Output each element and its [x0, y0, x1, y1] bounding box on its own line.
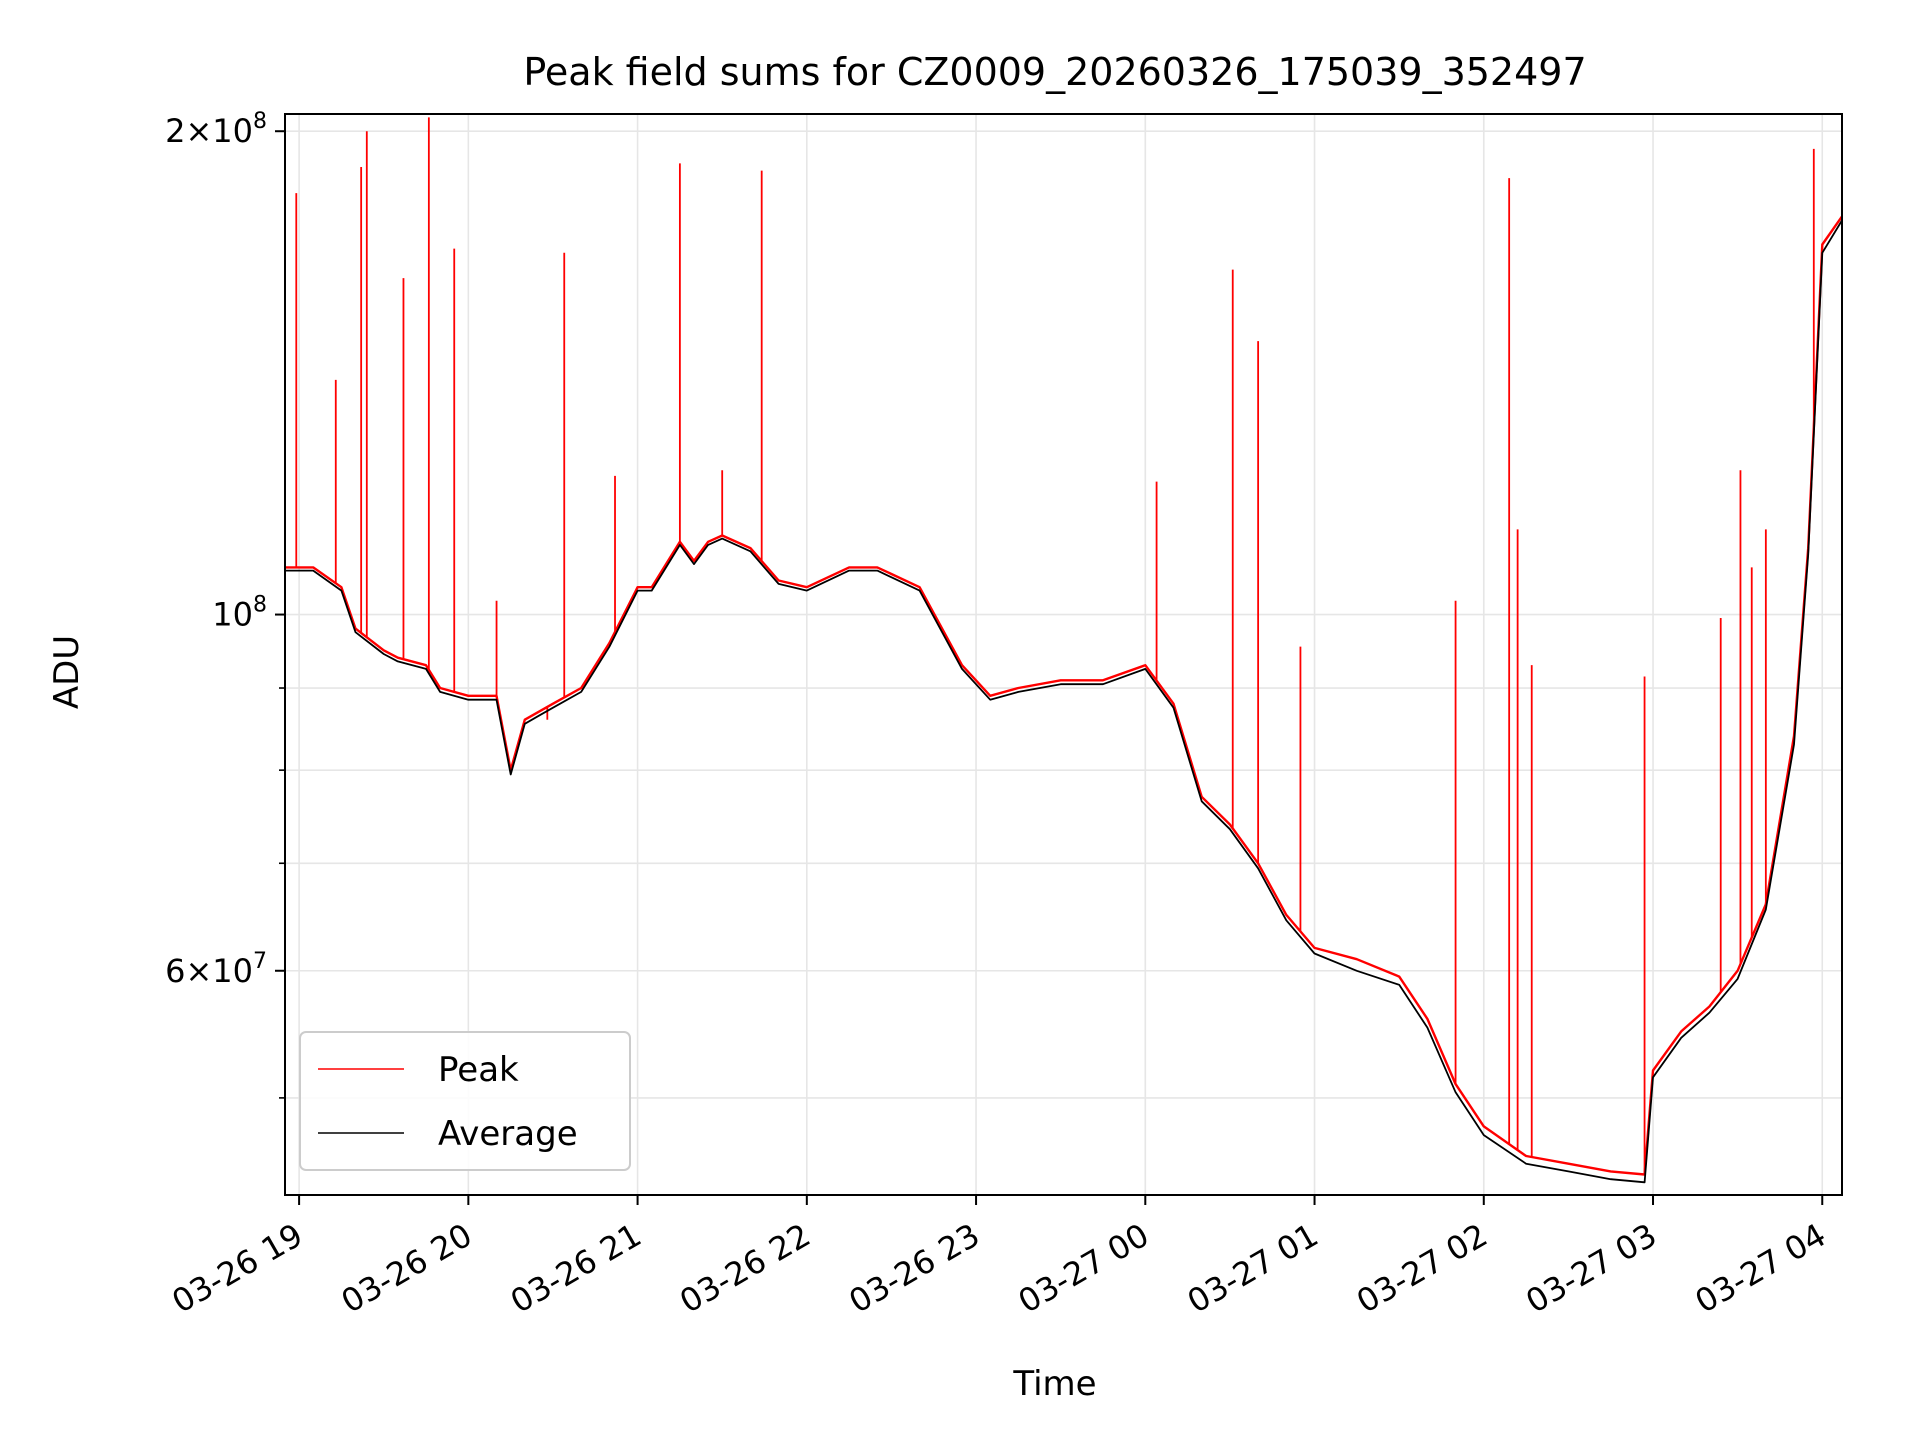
y-axis-ticks: 6×107 108 2×108	[165, 109, 285, 1099]
x-tick-label: 03-26 23	[842, 1216, 986, 1321]
y-axis-label: ADU	[47, 635, 87, 709]
x-tick-label: 03-27 00	[1012, 1216, 1156, 1321]
x-tick-label: 03-26 21	[504, 1216, 648, 1321]
series-peak	[285, 117, 1842, 1176]
x-tick-label: 03-27 03	[1519, 1216, 1663, 1321]
series-layer	[285, 117, 1842, 1184]
legend-label-average: Average	[438, 1114, 578, 1154]
x-axis-ticks: 03-26 19 03-26 20 03-26 21 03-26 22 03-26 23…	[166, 1195, 1833, 1321]
legend-box	[299, 1031, 631, 1171]
legend-label-peak: Peak	[438, 1050, 519, 1090]
y-tick-label: 6×107	[165, 949, 267, 990]
legend: Peak Average	[299, 1031, 631, 1171]
series-line-peak	[285, 215, 1842, 1176]
y-tick-label: 2×108	[165, 109, 267, 150]
x-tick-label: 03-27 04	[1689, 1216, 1833, 1321]
x-tick-label: 03-26 20	[335, 1216, 479, 1321]
x-tick-label: 03-26 19	[166, 1216, 310, 1321]
y-tick-label: 108	[212, 593, 267, 634]
series-average	[285, 219, 1842, 1184]
chart-title: Peak field sums for CZ0009_20260326_1750…	[523, 50, 1586, 94]
x-tick-label: 03-26 22	[673, 1216, 817, 1321]
x-tick-label: 03-27 02	[1350, 1216, 1494, 1321]
x-tick-label: 03-27 01	[1181, 1216, 1325, 1321]
series-line-average	[285, 219, 1842, 1184]
plot-frame	[284, 113, 1843, 1196]
x-axis-label: Time	[1012, 1364, 1096, 1404]
